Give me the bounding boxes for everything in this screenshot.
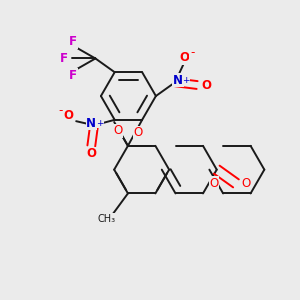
Text: O: O: [134, 126, 142, 139]
Text: O: O: [201, 79, 211, 92]
Text: O: O: [179, 51, 189, 64]
Text: O: O: [209, 177, 218, 190]
Text: F: F: [60, 52, 68, 65]
Text: +: +: [96, 119, 104, 128]
Text: N: N: [173, 74, 183, 87]
Text: -: -: [190, 46, 194, 59]
Text: O: O: [113, 124, 123, 137]
Text: O: O: [86, 147, 96, 160]
Text: -: -: [58, 104, 63, 117]
Text: CH₃: CH₃: [98, 214, 116, 224]
Text: F: F: [69, 69, 77, 82]
Text: N: N: [86, 117, 96, 130]
Text: +: +: [182, 76, 190, 85]
Text: O: O: [241, 177, 250, 190]
Text: F: F: [69, 35, 77, 48]
Text: O: O: [63, 109, 73, 122]
